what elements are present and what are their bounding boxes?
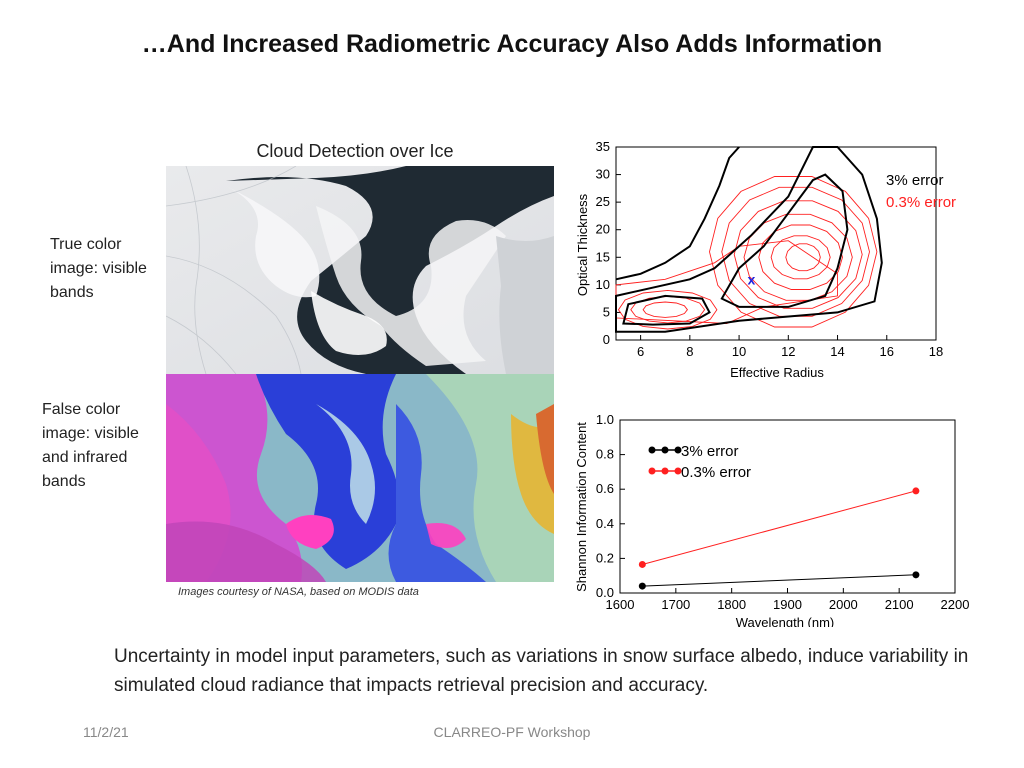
true-color-label: True color image: visible bands bbox=[50, 236, 147, 301]
true-color-satellite-image bbox=[166, 166, 554, 374]
info-point-1 bbox=[638, 560, 646, 568]
contour-legend-0-3pct: 0.3% error bbox=[886, 194, 956, 211]
info-x-tick-label: 2000 bbox=[829, 597, 858, 612]
contour-legend-3pct: 3% error bbox=[886, 172, 944, 189]
contour-red bbox=[615, 240, 838, 324]
contour-red bbox=[733, 200, 863, 309]
info-point-0 bbox=[638, 582, 646, 590]
contour-y-axis-label: Optical Thickness bbox=[575, 193, 590, 296]
contour-black bbox=[622, 294, 711, 326]
info-x-axis-label: Wavelength (nm) bbox=[736, 615, 835, 627]
false-color-satellite-image bbox=[166, 374, 554, 582]
info-legend-marker-1 bbox=[674, 467, 682, 475]
contour-red bbox=[721, 186, 870, 317]
info-legend-marker-0 bbox=[661, 446, 669, 454]
info-y-tick-label: 0.4 bbox=[596, 516, 614, 531]
slide-title: …And Increased Radiometric Accuracy Also… bbox=[141, 30, 883, 58]
contour-black bbox=[720, 173, 849, 308]
contour-red bbox=[758, 224, 843, 290]
information-content-chart: 1600 1700 1800 1900 2000 2100 2200 0.0 0.2 0.4 0.6… bbox=[574, 412, 970, 627]
contour-y-tick-label: 35 bbox=[596, 139, 610, 154]
info-y-tick-label: 0.8 bbox=[596, 447, 614, 462]
info-legend-label-1: 0.3% error bbox=[681, 464, 751, 481]
contour-black-outer bbox=[615, 146, 740, 281]
contour-red bbox=[617, 289, 718, 330]
info-point-1 bbox=[912, 487, 920, 495]
info-legend-marker-0 bbox=[674, 446, 682, 454]
slide-caption: Uncertainty in model input parameters, s… bbox=[114, 646, 969, 696]
info-point-0 bbox=[912, 571, 920, 579]
contour-red bbox=[770, 235, 831, 280]
info-y-tick-label: 0.6 bbox=[596, 481, 614, 496]
footer-date: 11/2/21 bbox=[83, 724, 129, 740]
info-legend-marker-0 bbox=[648, 446, 656, 454]
info-x-tick-label: 1900 bbox=[773, 597, 802, 612]
info-x-tick-label: 1800 bbox=[717, 597, 746, 612]
image-credit: Images courtesy of NASA, based on MODIS … bbox=[178, 586, 419, 598]
contour-x-tick-label: 12 bbox=[781, 344, 795, 359]
info-x-tick-label: 2100 bbox=[885, 597, 914, 612]
contour-x-tick-label: 16 bbox=[880, 344, 894, 359]
contour-x-axis-label: Effective Radius bbox=[730, 365, 824, 380]
contour-black bbox=[615, 146, 883, 333]
info-y-tick-label: 1.0 bbox=[596, 412, 614, 427]
contour-y-tick-label: 5 bbox=[603, 304, 610, 319]
contour-x-tick-label: 6 bbox=[637, 344, 644, 359]
info-legend-marker-1 bbox=[661, 467, 669, 475]
info-legend-label-0: 3% error bbox=[681, 443, 739, 460]
info-series-line-0 bbox=[642, 574, 916, 587]
contour-marker-x: x bbox=[747, 271, 755, 287]
info-plot-frame bbox=[619, 419, 956, 594]
contour-y-tick-label: 10 bbox=[596, 277, 610, 292]
info-x-tick-label: 1700 bbox=[661, 597, 690, 612]
contour-plot-frame bbox=[615, 146, 937, 341]
footer-event: CLARREO-PF Workshop bbox=[433, 724, 591, 740]
contour-x-tick-label: 14 bbox=[830, 344, 844, 359]
info-y-axis-label: Shannon Information Content bbox=[574, 422, 589, 592]
info-x-tick-label: 2200 bbox=[941, 597, 970, 612]
info-y-tick-label: 0.0 bbox=[596, 585, 614, 600]
contour-red bbox=[785, 243, 821, 272]
contour-red bbox=[743, 213, 853, 301]
contour-y-tick-label: 20 bbox=[596, 222, 610, 237]
info-x-tick-label: 1600 bbox=[606, 597, 635, 612]
contour-y-tick-label: 25 bbox=[596, 194, 610, 209]
contour-x-tick-label: 18 bbox=[929, 344, 943, 359]
contour-y-tick-label: 30 bbox=[596, 167, 610, 182]
contour-y-tick-label: 0 bbox=[603, 332, 610, 347]
images-heading: Cloud Detection over Ice bbox=[256, 141, 454, 161]
info-y-tick-label: 0.2 bbox=[596, 550, 614, 565]
contour-x-tick-label: 10 bbox=[732, 344, 746, 359]
false-color-label: False color image: visible and infrared … bbox=[42, 401, 139, 490]
contour-y-tick-label: 15 bbox=[596, 249, 610, 264]
info-legend-marker-1 bbox=[648, 467, 656, 475]
contour-red bbox=[709, 176, 878, 328]
contour-red bbox=[642, 301, 688, 318]
info-series-line-1 bbox=[642, 490, 917, 565]
contour-x-tick-label: 8 bbox=[686, 344, 693, 359]
contour-chart: 6 8 10 12 14 16 18 0 5 10 15 20 25 30 35 Effective Rad… bbox=[575, 139, 956, 380]
